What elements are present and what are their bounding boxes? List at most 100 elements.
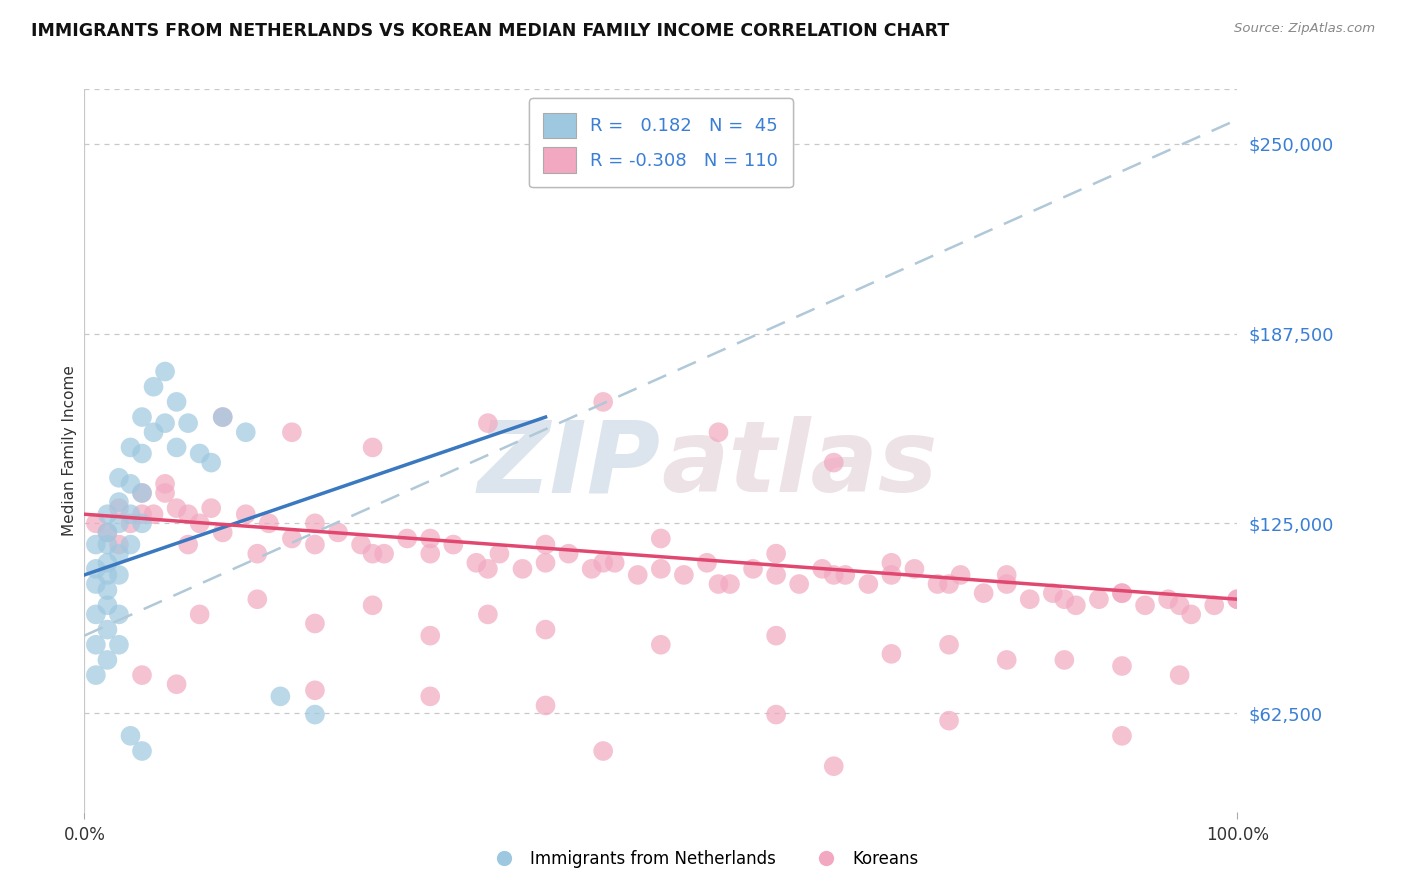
Point [96, 568, 118, 582]
Point [120, 507, 142, 521]
Point [350, 538, 373, 552]
Point [153, 365, 176, 379]
Point [465, 556, 488, 570]
Point [488, 547, 510, 561]
Point [108, 638, 131, 652]
Point [142, 380, 165, 394]
Point [927, 577, 949, 591]
Point [200, 501, 222, 516]
Point [84, 668, 107, 682]
Text: ZIP: ZIP [478, 417, 661, 514]
Point [834, 568, 856, 582]
Point [419, 629, 441, 643]
Point [96, 556, 118, 570]
Point [1111, 729, 1133, 743]
Point [441, 538, 464, 552]
Point [1064, 599, 1087, 613]
Point [166, 677, 188, 691]
Point [995, 568, 1018, 582]
Point [131, 410, 153, 425]
Point [419, 547, 441, 561]
Point [650, 562, 672, 576]
Point [765, 568, 787, 582]
Point [707, 425, 730, 440]
Point [592, 556, 614, 570]
Point [84, 516, 107, 531]
Text: atlas: atlas [661, 417, 938, 514]
Point [592, 395, 614, 409]
Point [938, 714, 960, 728]
Point [581, 562, 603, 576]
Point [304, 538, 326, 552]
Point [211, 410, 233, 425]
Point [120, 538, 142, 552]
Point [707, 577, 730, 591]
Point [120, 476, 142, 491]
Point [512, 562, 534, 576]
Point [534, 698, 557, 713]
Point [84, 538, 107, 552]
Point [1111, 586, 1133, 600]
Point [153, 416, 176, 430]
Point [938, 577, 960, 591]
Point [477, 416, 499, 430]
Point [96, 525, 118, 540]
Point [177, 538, 200, 552]
Point [131, 486, 153, 500]
Point [880, 568, 903, 582]
Point [108, 547, 131, 561]
Point [84, 638, 107, 652]
Point [903, 562, 925, 576]
Point [131, 486, 153, 500]
Point [96, 538, 118, 552]
Point [534, 556, 557, 570]
Point [1157, 592, 1180, 607]
Point [153, 476, 176, 491]
Point [131, 744, 153, 758]
Point [108, 495, 131, 509]
Point [281, 532, 304, 546]
Point [200, 456, 222, 470]
Point [120, 729, 142, 743]
Point [96, 653, 118, 667]
Point [166, 395, 188, 409]
Point [880, 556, 903, 570]
Point [361, 441, 384, 455]
Point [1018, 592, 1040, 607]
Point [949, 568, 972, 582]
Point [166, 441, 188, 455]
Point [304, 516, 326, 531]
Point [765, 547, 787, 561]
Text: IMMIGRANTS FROM NETHERLANDS VS KOREAN MEDIAN FAMILY INCOME CORRELATION CHART: IMMIGRANTS FROM NETHERLANDS VS KOREAN ME… [31, 22, 949, 40]
Point [1111, 659, 1133, 673]
Point [142, 425, 165, 440]
Point [650, 638, 672, 652]
Point [534, 623, 557, 637]
Point [108, 516, 131, 531]
Point [477, 562, 499, 576]
Point [823, 456, 845, 470]
Point [84, 577, 107, 591]
Point [995, 653, 1018, 667]
Point [419, 532, 441, 546]
Point [269, 690, 291, 704]
Point [672, 568, 695, 582]
Point [650, 532, 672, 546]
Point [153, 486, 176, 500]
Point [257, 516, 280, 531]
Point [557, 547, 579, 561]
Point [858, 577, 880, 591]
Legend: R =   0.182   N =  45, R = -0.308   N = 110: R = 0.182 N = 45, R = -0.308 N = 110 [529, 98, 793, 187]
Point [592, 744, 614, 758]
Point [1133, 599, 1156, 613]
Point [84, 562, 107, 576]
Point [96, 599, 118, 613]
Point [84, 607, 107, 622]
Point [1180, 607, 1202, 622]
Point [811, 562, 834, 576]
Point [166, 501, 188, 516]
Point [696, 556, 718, 570]
Point [304, 616, 326, 631]
Point [304, 683, 326, 698]
Point [188, 446, 211, 460]
